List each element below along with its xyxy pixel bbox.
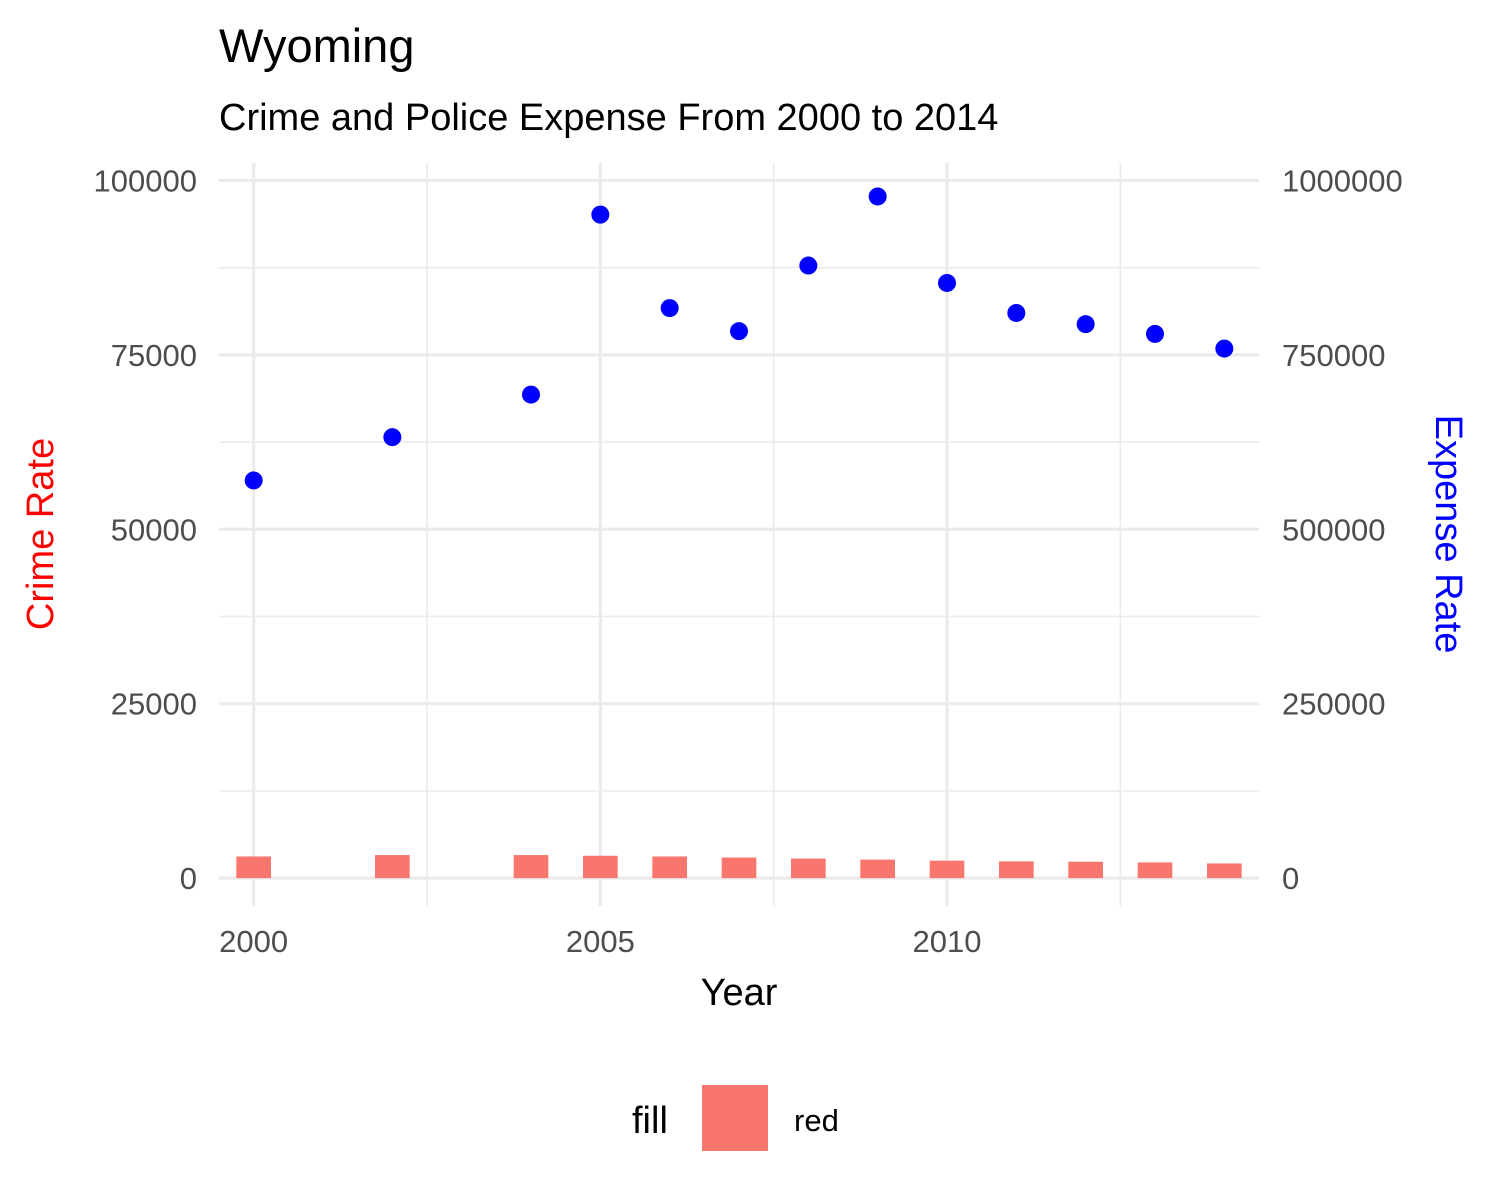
bar <box>1207 863 1242 879</box>
y2-tick-label: 750000 <box>1282 338 1385 373</box>
point <box>383 428 402 447</box>
point <box>1076 315 1095 334</box>
y2-axis-title: Expense Rate <box>1427 415 1469 654</box>
y2-tick-label: 500000 <box>1282 512 1385 547</box>
bar <box>375 855 410 879</box>
grid-lines <box>219 163 1259 906</box>
point <box>938 273 956 292</box>
y-tick-label: 75000 <box>111 338 197 373</box>
chart-title: Wyoming <box>219 19 414 72</box>
legend-label: red <box>794 1103 839 1138</box>
bar <box>513 855 549 879</box>
point <box>799 256 818 275</box>
point <box>1215 339 1234 358</box>
bar <box>236 856 271 879</box>
bar <box>999 861 1034 879</box>
point <box>591 205 610 224</box>
y-axis-title: Crime Rate <box>20 438 62 630</box>
point <box>868 187 887 206</box>
bar <box>791 858 826 879</box>
y2-tick-label: 0 <box>1282 861 1299 896</box>
bar <box>583 855 618 879</box>
bar <box>860 859 895 879</box>
y2-tick-label: 250000 <box>1282 687 1385 722</box>
point <box>1007 303 1026 322</box>
point <box>730 322 748 341</box>
point <box>522 385 540 404</box>
point <box>244 471 263 490</box>
bar <box>721 857 757 879</box>
point <box>660 299 679 318</box>
point-series <box>244 187 1234 490</box>
y-tick-label: 100000 <box>94 163 197 198</box>
bar-series <box>236 855 1242 879</box>
y-tick-label: 0 <box>180 861 197 896</box>
bar <box>1137 862 1173 879</box>
y-tick-label: 25000 <box>111 687 197 722</box>
x-axis-ticks: 2000 2005 2010 <box>219 924 981 959</box>
legend-key <box>702 1085 768 1151</box>
x-tick-label: 2000 <box>219 924 288 959</box>
y-axis-right-ticks: 0 250000 500000 750000 1000000 <box>1282 163 1403 896</box>
legend: fill red <box>632 1085 839 1151</box>
chart-subtitle: Crime and Police Expense From 2000 to 20… <box>219 97 998 139</box>
bar <box>1068 861 1103 879</box>
x-axis-title: Year <box>701 972 778 1014</box>
point <box>1146 324 1164 343</box>
legend-title: fill <box>632 1100 668 1142</box>
x-tick-label: 2010 <box>913 924 982 959</box>
x-tick-label: 2005 <box>566 924 635 959</box>
y-axis-left-ticks: 0 25000 50000 75000 100000 <box>94 163 197 896</box>
bar <box>929 860 965 879</box>
y-tick-label: 50000 <box>111 512 197 547</box>
bar <box>652 856 687 879</box>
y2-tick-label: 1000000 <box>1282 163 1403 198</box>
